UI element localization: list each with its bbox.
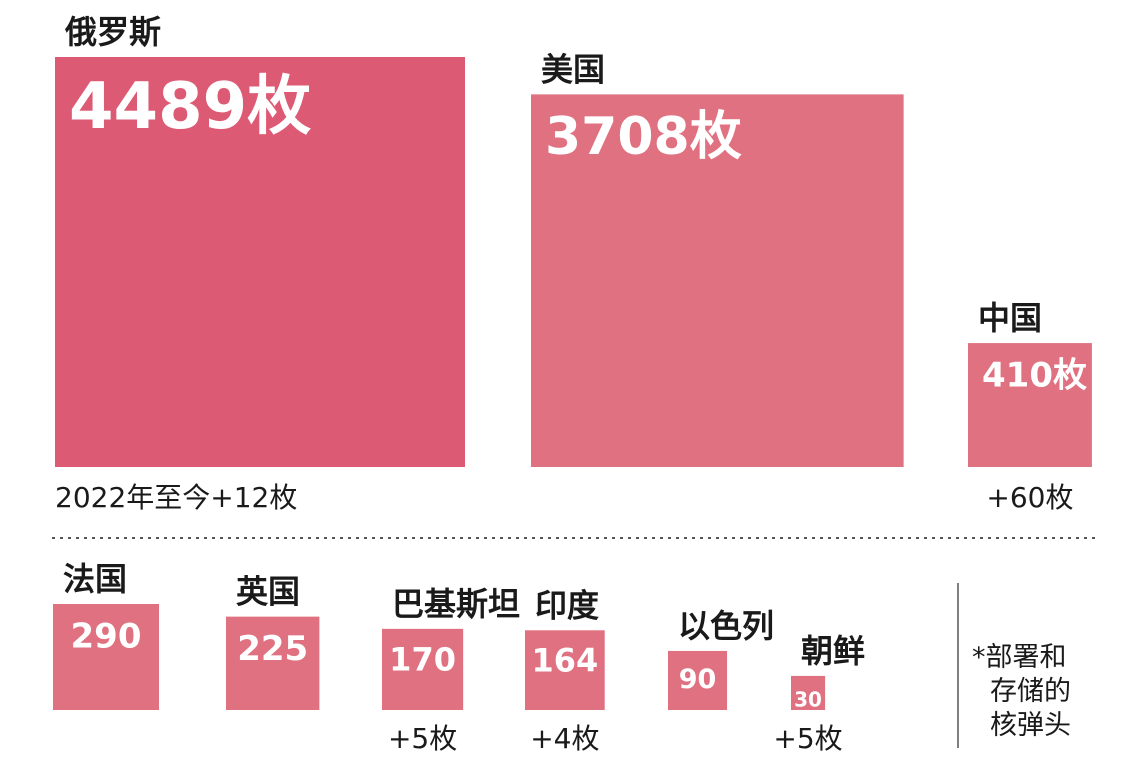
bar-north-korea	[791, 675, 826, 710]
footnote-line-1: *部署和	[972, 642, 1067, 673]
bar-russia	[55, 57, 465, 467]
value-label-usa: 3708枚	[545, 107, 742, 167]
country-label-pakistan: 巴基斯坦	[392, 585, 520, 623]
footnote-line-3: 核弹头	[990, 710, 1071, 741]
value-label-pakistan: 170	[389, 640, 456, 678]
country-label-russia: 俄罗斯	[64, 13, 161, 51]
bar-pakistan	[382, 628, 464, 710]
bar-uk	[226, 616, 320, 710]
country-label-israel: 以色列	[678, 607, 774, 645]
footnote: *部署和 存储的 核弹头	[972, 642, 1080, 741]
value-label-russia: 4489枚	[69, 70, 311, 144]
country-label-uk: 英国	[236, 573, 300, 611]
value-label-uk: 225	[237, 629, 308, 669]
value-label-india: 164	[531, 642, 598, 680]
bar-china	[968, 343, 1092, 467]
change-note-pakistan: +5枚	[388, 722, 457, 755]
footnote-line-2: 存储的	[990, 676, 1071, 707]
country-label-usa: 美国	[541, 50, 605, 88]
bar-usa	[531, 94, 904, 468]
value-label-france: 290	[71, 616, 142, 656]
country-label-france: 法国	[63, 560, 127, 598]
change-note-china: +60枚	[986, 481, 1073, 514]
change-note-india: +4枚	[530, 722, 599, 755]
change-note-russia: 2022年至今+12枚	[55, 481, 297, 514]
value-label-china: 410枚	[982, 355, 1087, 395]
change-note-north-korea: +5枚	[773, 722, 842, 755]
bar-france	[53, 604, 159, 710]
bar-india	[525, 630, 605, 710]
country-label-north-korea: 朝鲜	[801, 632, 865, 670]
country-label-china: 中国	[978, 299, 1042, 337]
value-label-north-korea: 30	[794, 687, 822, 711]
country-label-india: 印度	[535, 586, 599, 624]
bar-israel	[668, 650, 728, 710]
value-label-israel: 90	[679, 664, 717, 695]
